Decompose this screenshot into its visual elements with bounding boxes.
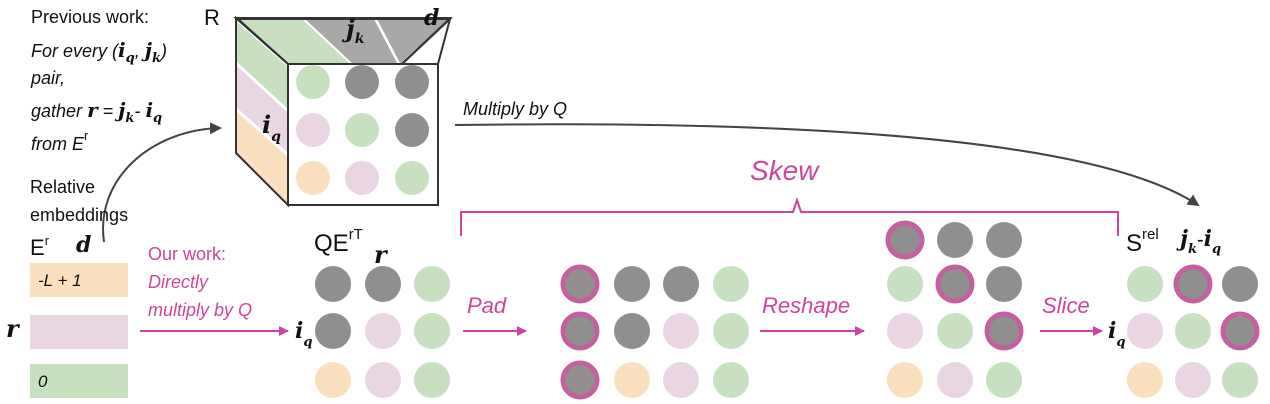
qer-iq-label: iq	[295, 318, 312, 350]
cube-iq-i: i	[262, 110, 272, 139]
cube-label-r: R	[204, 5, 220, 30]
srel-j: j	[1180, 226, 1188, 252]
gather-minus: -	[134, 101, 141, 121]
gather-text: gather	[31, 101, 83, 121]
cube-jk-k: k	[354, 31, 365, 47]
embed-row-top	[30, 263, 128, 297]
iq-q: q	[125, 51, 135, 66]
reshape-grid	[885, 220, 1024, 398]
embed-row-bottom-text: 0	[38, 372, 48, 391]
multiply-label: Multiply by Q	[463, 99, 568, 119]
er-main: E	[30, 235, 45, 260]
gather-line: gather r = jk- iq	[31, 98, 162, 126]
embeddings-to-cube-arrow	[102, 122, 222, 243]
pair-line: pair,	[31, 68, 66, 88]
embed-row-mid	[30, 315, 128, 349]
step-pad: Pad	[467, 293, 507, 318]
embed-d-label: d	[76, 232, 92, 258]
cube-circles	[296, 65, 429, 195]
gather-i: i	[145, 98, 154, 122]
skew-label: Skew	[750, 155, 819, 186]
relative-label: Relative	[30, 177, 96, 197]
srel-sup: rel	[1142, 226, 1159, 243]
comma: ,	[134, 41, 140, 61]
gather-k: k	[125, 111, 135, 126]
embed-row-bottom	[30, 364, 128, 398]
srel-minus: -	[1196, 229, 1204, 251]
gather-q: q	[153, 111, 163, 126]
qer-iq-q: q	[303, 335, 313, 350]
embed-row-top-text: -L + 1	[38, 271, 82, 290]
srel-q: q	[1212, 242, 1222, 257]
srel-side-iq: iq	[1108, 318, 1125, 350]
multiply-by-q-label: multiply by Q	[148, 300, 253, 320]
from-er-text: from E	[31, 134, 85, 154]
our-work-label: Our work:	[148, 244, 227, 264]
iq-i: i	[118, 38, 126, 62]
er-sup: r	[44, 233, 50, 248]
gather-eq: =	[102, 101, 114, 121]
step-reshape: Reshape	[762, 293, 851, 318]
skew-bracket	[460, 196, 1119, 236]
qer-r-label: r	[374, 240, 387, 269]
srel-grid	[1127, 264, 1260, 398]
srel-main: S	[1126, 230, 1143, 257]
pad-grid	[560, 264, 749, 400]
from-er-line: from Er	[31, 128, 88, 155]
directly-label: Directly	[148, 272, 209, 292]
srel-label: Srel	[1126, 226, 1159, 258]
qer-grid	[315, 266, 450, 398]
er-label: Er	[30, 233, 49, 261]
embed-r-label: r	[6, 314, 19, 343]
srel-jk-iq: jk-iq	[1180, 226, 1221, 257]
qer-iq-i: i	[295, 318, 304, 344]
cube-top-gray-2	[377, 19, 447, 63]
gather-j: j	[118, 98, 126, 122]
gather-r: r	[87, 98, 98, 122]
qer-sup: rT	[348, 226, 363, 243]
cube	[233, 15, 453, 208]
jk-j: j	[144, 38, 152, 62]
cube-label-d: d	[424, 5, 440, 31]
previous-work-heading: Previous work:	[31, 7, 150, 27]
step-slice: Slice	[1042, 293, 1090, 318]
jk-k: k	[152, 51, 162, 66]
srel-side-q: q	[1116, 335, 1126, 350]
cube-iq-q: q	[271, 129, 281, 145]
embeddings-label: embeddings	[30, 205, 129, 225]
cube-jk-label: jk	[346, 14, 364, 47]
qer-main: QE	[314, 230, 349, 257]
srel-i: i	[1203, 226, 1213, 252]
paren-close: )	[161, 41, 168, 61]
qer-label: QErT	[314, 226, 363, 258]
for-every-text: For every (	[31, 41, 119, 61]
from-er-sup: r	[84, 128, 89, 143]
cube-iq-label: iq	[262, 110, 281, 145]
for-every-line: For every (iq, jk)	[31, 38, 167, 66]
multiply-arrow	[454, 123, 1200, 207]
cube-jk-j: j	[346, 14, 355, 43]
srel-side-i: i	[1108, 318, 1117, 344]
srel-k: k	[1187, 242, 1197, 257]
